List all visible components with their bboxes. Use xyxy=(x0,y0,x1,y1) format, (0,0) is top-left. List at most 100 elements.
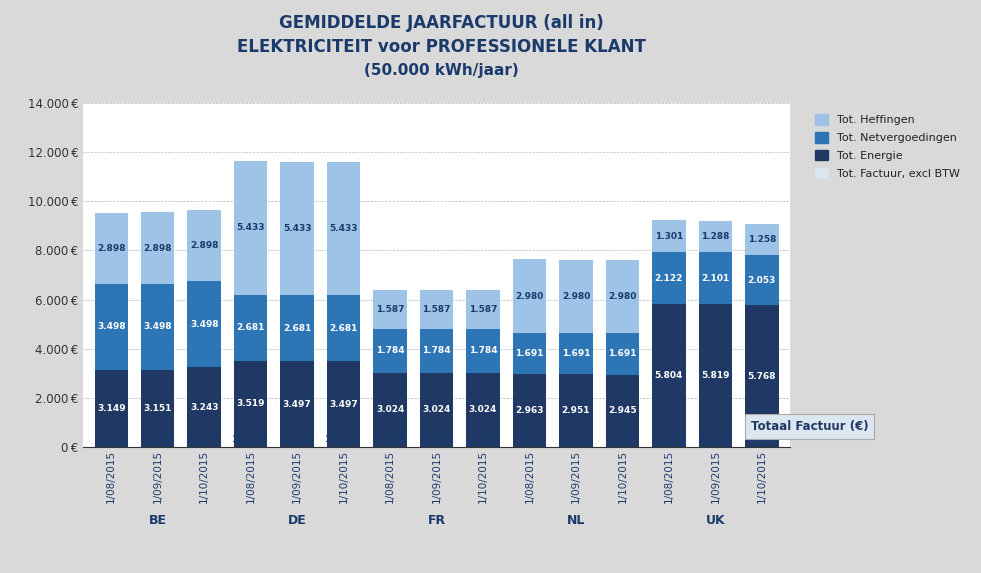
Text: 2.898: 2.898 xyxy=(97,244,126,253)
Text: 9.639: 9.639 xyxy=(189,435,220,444)
Bar xyxy=(559,375,593,447)
Bar xyxy=(94,213,128,284)
Text: 1.784: 1.784 xyxy=(422,346,451,355)
Text: 3.024: 3.024 xyxy=(376,405,404,414)
Text: DE: DE xyxy=(287,514,306,527)
Text: 2.681: 2.681 xyxy=(236,323,265,332)
Bar xyxy=(420,329,453,372)
Bar xyxy=(281,361,314,447)
Bar xyxy=(746,255,779,305)
Text: 2.980: 2.980 xyxy=(562,292,591,301)
Bar xyxy=(652,304,686,447)
Text: 5.433: 5.433 xyxy=(283,224,311,233)
Bar xyxy=(513,374,546,447)
Text: 3.497: 3.497 xyxy=(330,399,358,409)
Text: 1.784: 1.784 xyxy=(376,346,404,355)
Text: 5.804: 5.804 xyxy=(654,371,683,380)
Text: 1.691: 1.691 xyxy=(562,349,591,358)
Bar xyxy=(466,290,499,329)
Bar xyxy=(698,221,732,253)
Text: 1.258: 1.258 xyxy=(748,235,776,244)
Bar xyxy=(327,295,360,361)
Text: 2.898: 2.898 xyxy=(190,241,219,250)
Bar xyxy=(281,162,314,295)
Bar xyxy=(327,162,360,295)
Text: 9.208: 9.208 xyxy=(700,435,731,444)
Text: 5.433: 5.433 xyxy=(330,224,358,233)
Text: UK: UK xyxy=(705,514,725,527)
Bar xyxy=(420,290,453,329)
Text: 2.898: 2.898 xyxy=(143,244,172,253)
Text: 3.024: 3.024 xyxy=(469,405,497,414)
Text: FR: FR xyxy=(428,514,445,527)
Text: (50.000 kWh/jaar): (50.000 kWh/jaar) xyxy=(364,63,519,78)
Bar xyxy=(698,304,732,447)
Text: 1.587: 1.587 xyxy=(469,305,497,314)
Bar xyxy=(233,161,268,295)
Text: 11.633: 11.633 xyxy=(232,435,269,444)
Bar xyxy=(233,360,268,447)
Text: 2.945: 2.945 xyxy=(608,406,637,415)
Bar xyxy=(513,333,546,374)
Bar xyxy=(327,361,360,447)
Text: 1.288: 1.288 xyxy=(701,232,730,241)
Text: 2.681: 2.681 xyxy=(330,324,358,333)
Text: 2.951: 2.951 xyxy=(562,406,591,415)
Bar xyxy=(187,367,221,447)
Text: 1.784: 1.784 xyxy=(469,346,497,355)
Text: ELEKTRICITEIT voor PROFESSIONELE KLANT: ELEKTRICITEIT voor PROFESSIONELE KLANT xyxy=(237,38,645,56)
Text: 3.024: 3.024 xyxy=(423,405,450,414)
Text: 6.395: 6.395 xyxy=(375,435,405,444)
Bar xyxy=(94,284,128,370)
Text: 9.228: 9.228 xyxy=(653,435,684,444)
Text: 11.612: 11.612 xyxy=(279,435,316,444)
Text: 1.301: 1.301 xyxy=(654,232,683,241)
Text: 2.963: 2.963 xyxy=(515,406,543,415)
Text: 7.633: 7.633 xyxy=(514,435,544,444)
Bar xyxy=(94,370,128,447)
Text: 2.101: 2.101 xyxy=(701,274,730,282)
Bar xyxy=(374,372,407,447)
Text: 6.395: 6.395 xyxy=(468,435,498,444)
Text: 2.980: 2.980 xyxy=(515,292,543,301)
Text: 11.612: 11.612 xyxy=(325,435,362,444)
Text: 7.622: 7.622 xyxy=(561,435,592,444)
Bar xyxy=(605,375,640,447)
Bar xyxy=(420,372,453,447)
Bar xyxy=(281,295,314,361)
Text: 1.587: 1.587 xyxy=(422,305,451,314)
Text: 2.053: 2.053 xyxy=(748,276,776,285)
Bar xyxy=(466,329,499,372)
Text: 2.681: 2.681 xyxy=(283,324,311,333)
Bar xyxy=(698,253,732,304)
Text: BE: BE xyxy=(149,514,167,527)
Bar xyxy=(141,370,175,447)
Bar xyxy=(513,260,546,333)
Text: 5.768: 5.768 xyxy=(748,372,776,380)
Bar xyxy=(141,284,175,370)
Text: 2.980: 2.980 xyxy=(608,292,637,301)
Bar xyxy=(374,329,407,372)
Bar xyxy=(652,221,686,252)
Text: 5.433: 5.433 xyxy=(236,223,265,233)
Bar xyxy=(746,224,779,255)
Text: 2.122: 2.122 xyxy=(654,274,683,283)
Bar xyxy=(141,213,175,284)
Text: 1.587: 1.587 xyxy=(376,305,404,314)
Text: 3.498: 3.498 xyxy=(143,322,172,331)
Text: GEMIDDELDE JAARFACTUUR (all in): GEMIDDELDE JAARFACTUUR (all in) xyxy=(279,14,604,32)
Bar xyxy=(746,305,779,447)
Text: 5.819: 5.819 xyxy=(701,371,730,380)
Text: 3.498: 3.498 xyxy=(97,322,126,331)
Text: 6.395: 6.395 xyxy=(422,435,451,444)
Text: Totaal Factuur (€): Totaal Factuur (€) xyxy=(750,421,868,433)
Text: 3.151: 3.151 xyxy=(143,404,172,413)
Bar xyxy=(374,290,407,329)
Bar xyxy=(605,260,640,333)
Text: 1.691: 1.691 xyxy=(515,349,543,358)
Bar xyxy=(559,260,593,333)
Text: 3.519: 3.519 xyxy=(236,399,265,408)
Bar xyxy=(187,210,221,281)
Text: 7.615: 7.615 xyxy=(607,435,638,444)
Bar xyxy=(652,252,686,304)
